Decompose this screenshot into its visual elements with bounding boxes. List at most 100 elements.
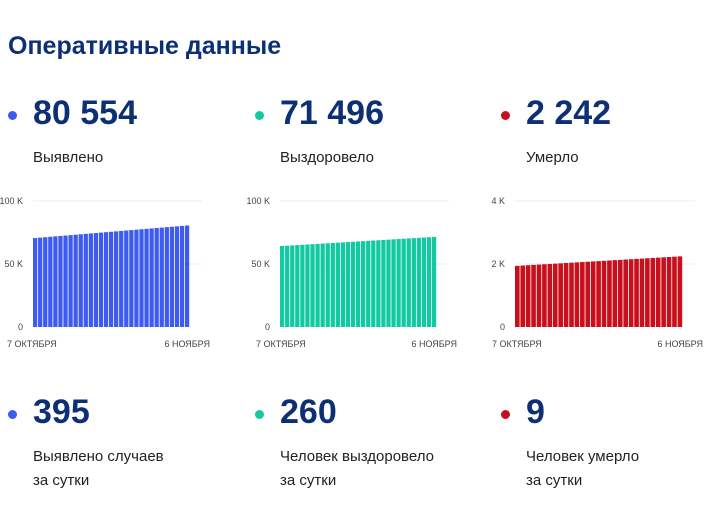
bar: [330, 242, 335, 327]
bar: [552, 263, 558, 327]
daily-label-line1: Выявлено случаев: [33, 448, 164, 465]
bar: [569, 262, 574, 327]
bar: [617, 259, 623, 327]
x-tick-label: 6 НОЯБРЯ: [411, 339, 457, 349]
bar: [677, 256, 683, 327]
bar: [396, 239, 401, 327]
bar: [144, 228, 149, 327]
bar: [83, 233, 88, 327]
stat-value: 71 496: [280, 94, 384, 132]
bar: [48, 236, 53, 327]
y-tick-label: 0: [265, 322, 270, 332]
bar: [416, 237, 422, 327]
daily-label-line2: за сутки: [526, 472, 583, 489]
bar: [585, 261, 591, 327]
bar: [639, 258, 645, 327]
bar: [563, 262, 569, 327]
stat-label: Выявлено: [33, 149, 104, 166]
y-tick-label: 2 K: [491, 259, 505, 269]
bar: [139, 229, 144, 327]
bar: [310, 244, 315, 327]
bar: [88, 233, 93, 327]
daily-value: 395: [33, 393, 90, 431]
daily-label-line2: за сутки: [33, 472, 90, 489]
bar: [628, 259, 634, 327]
bar: [159, 227, 164, 327]
bar: [371, 240, 376, 327]
bar: [406, 238, 411, 327]
bar: [607, 260, 612, 327]
bar: [93, 233, 99, 327]
bar: [542, 264, 547, 327]
bar: [520, 265, 526, 327]
bar: [574, 262, 580, 327]
bar: [345, 242, 351, 327]
bar: [164, 227, 169, 327]
y-tick-label: 0: [500, 322, 505, 332]
bar: [33, 238, 38, 327]
bar: [381, 239, 386, 327]
bar: [596, 261, 601, 327]
stat-value: 2 242: [526, 94, 612, 132]
bar: [63, 235, 68, 327]
bar: [320, 243, 325, 327]
y-tick-label: 100 K: [246, 196, 270, 206]
bar: [305, 244, 310, 327]
bar: [134, 229, 139, 327]
bullet-dot-icon: [255, 111, 264, 120]
bullet-dot-icon: [501, 111, 510, 120]
bar: [612, 260, 618, 327]
bar: [661, 257, 666, 327]
bar: [386, 239, 391, 327]
bar: [103, 232, 109, 327]
bar: [114, 231, 119, 327]
bar: [590, 261, 596, 327]
bar: [68, 235, 73, 327]
bullet-dot-icon: [255, 410, 264, 419]
bullet-dot-icon: [8, 111, 17, 120]
bar: [108, 231, 114, 327]
bar: [280, 245, 285, 327]
bar: [650, 257, 656, 327]
bar: [623, 259, 629, 327]
bar: [78, 234, 83, 327]
bar: [179, 225, 185, 327]
bar: [421, 237, 427, 327]
bar: [672, 256, 677, 327]
daily-label: Человек умерло за сутки: [526, 445, 639, 493]
bar: [536, 264, 542, 327]
page-title: Оперативные данные: [8, 32, 282, 60]
bar: [169, 226, 175, 327]
bar: [124, 230, 129, 327]
daily-label-line2: за сутки: [280, 472, 337, 489]
bar: [149, 228, 154, 327]
bar: [366, 240, 371, 327]
daily-label-line1: Человек умерло: [526, 448, 640, 465]
daily-label: Человек выздоровело за сутки: [280, 445, 434, 493]
bar: [119, 230, 124, 327]
y-tick-label: 4 K: [491, 196, 505, 206]
daily-label-line1: Человек выздоровело: [280, 448, 434, 465]
bar: [601, 260, 607, 327]
bar: [300, 244, 305, 327]
x-tick-label: 6 НОЯБРЯ: [164, 339, 210, 349]
bar: [38, 237, 43, 327]
bar: [355, 241, 361, 327]
bar: [515, 265, 520, 327]
bar: [295, 245, 300, 327]
bullet-dot-icon: [8, 410, 17, 419]
bullet-dot-icon: [501, 410, 510, 419]
bar: [58, 235, 63, 327]
bar: [325, 243, 330, 327]
bar: [558, 263, 563, 327]
daily-value: 9: [526, 393, 545, 431]
y-tick-label: 100 K: [0, 196, 23, 206]
bar: [290, 245, 295, 327]
bar: [531, 264, 536, 327]
bar: [376, 240, 381, 327]
bar: [174, 226, 180, 327]
bar: [547, 263, 553, 327]
bar: [645, 258, 650, 327]
x-tick-label: 7 ОКТЯБРЯ: [256, 339, 306, 349]
